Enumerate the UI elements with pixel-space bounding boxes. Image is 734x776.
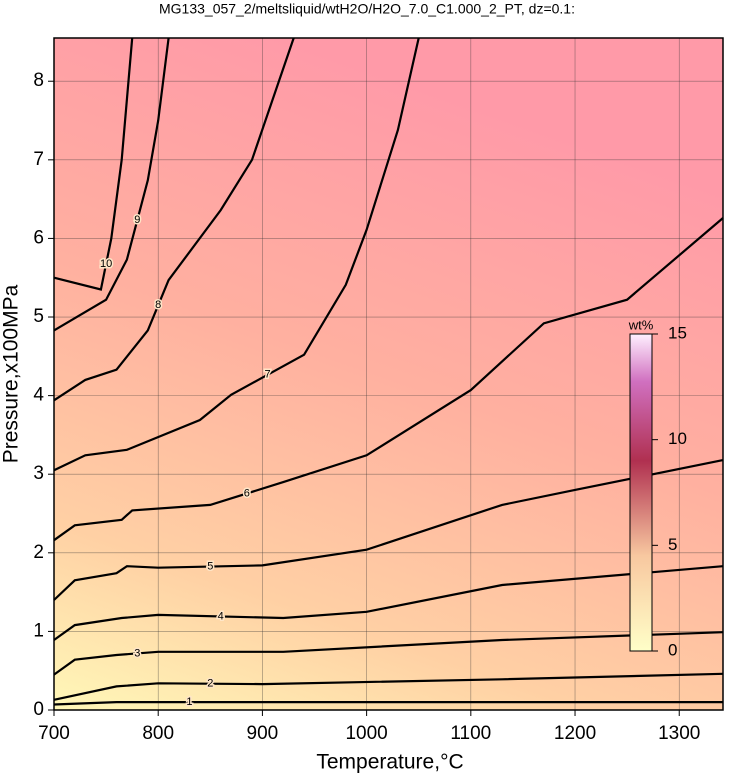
plot-frame: [53, 37, 724, 711]
x-axis-label: Temperature,°C: [316, 751, 463, 774]
y-tick-label: 1: [33, 620, 44, 641]
colorbar-tick-label: 0: [668, 640, 677, 659]
contour-line: [53, 37, 420, 472]
contour-label: 3: [134, 647, 140, 659]
contour-line: [53, 217, 724, 542]
contour-line: [53, 459, 724, 601]
contour-line: [53, 565, 724, 641]
y-tick-label: 0: [33, 699, 44, 720]
colorbar-tick-label: 15: [668, 323, 687, 342]
y-tick-label: 4: [33, 385, 44, 406]
contour-label: 5: [207, 560, 213, 572]
colorbar: [629, 333, 653, 652]
chart-title: MG133_057_2/meltsliquid/wtH2O/H2O_7.0_C1…: [159, 1, 575, 17]
contour-line: [53, 701, 723, 706]
contour-line: [53, 37, 295, 402]
y-tick-label: 5: [33, 306, 44, 327]
contour-label: 1: [186, 696, 192, 708]
contour-line: [53, 37, 170, 332]
contour-label: 9: [134, 214, 140, 226]
x-tick-label: 800: [142, 723, 174, 744]
x-tick-label: 1300: [658, 723, 700, 744]
contour-line: [53, 631, 724, 676]
y-tick-label: 8: [33, 70, 44, 91]
colorbar-label: wt%: [628, 317, 654, 332]
contour-label: 6: [244, 487, 250, 499]
contour-label: 8: [155, 299, 161, 311]
y-tick-label: 2: [33, 542, 44, 563]
x-tick-label: 1200: [554, 723, 596, 744]
x-tick-label: 700: [38, 723, 70, 744]
contour-line: [53, 37, 134, 291]
y-tick-label: 3: [33, 463, 44, 484]
x-tick-label: 900: [247, 723, 279, 744]
colorbar-tick-label: 5: [668, 535, 677, 554]
contour-label: 4: [218, 610, 224, 622]
plot-background: [54, 38, 723, 710]
x-tick-label: 1000: [345, 723, 387, 744]
x-tick-label: 1100: [450, 723, 491, 744]
colorbar-tick-label: 10: [668, 429, 687, 448]
y-tick-label: 7: [33, 149, 44, 170]
y-axis-label: Pressure,x100MPa: [0, 284, 23, 463]
contour-label: 10: [100, 258, 112, 270]
contour-line: [53, 672, 724, 701]
contour-label: 7: [265, 369, 271, 381]
contour-label: 2: [207, 678, 213, 690]
y-tick-label: 6: [33, 227, 44, 248]
